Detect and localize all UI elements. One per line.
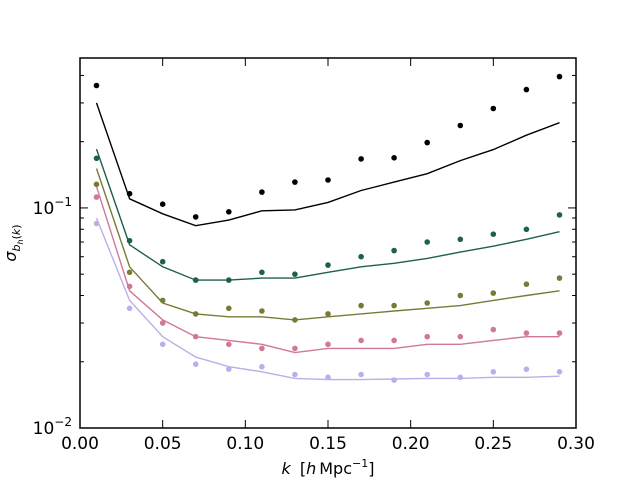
x-axis-label: k [h Mpc−1] <box>282 457 375 478</box>
data-point-lavender <box>391 377 397 383</box>
data-point-dark-green <box>391 247 397 254</box>
data-point-olive <box>259 308 265 314</box>
data-point-pink <box>424 333 431 340</box>
data-point-pink <box>490 326 497 333</box>
x-tick-label: 0.05 <box>144 434 182 454</box>
x-tick-label: 0.25 <box>474 434 512 454</box>
data-point-lavender <box>358 371 364 378</box>
data-point-lavender <box>292 371 298 378</box>
data-point-olive <box>192 311 199 317</box>
data-point-olive <box>556 275 563 281</box>
data-point-lavender <box>523 366 530 373</box>
data-point-dark-green <box>325 262 331 268</box>
data-point-black <box>292 179 298 185</box>
data-point-lavender <box>93 220 100 227</box>
data-point-dark-green <box>226 277 232 283</box>
data-point-black <box>556 73 563 80</box>
data-point-black <box>259 189 265 195</box>
data-point-pink <box>126 283 133 290</box>
data-point-black <box>325 177 331 183</box>
data-point-lavender <box>556 369 563 375</box>
data-point-dark-green <box>93 155 100 162</box>
data-point-dark-green <box>490 231 497 237</box>
data-point-olive <box>226 305 232 312</box>
x-tick-label: 0.30 <box>557 434 595 454</box>
data-point-pink <box>259 345 265 352</box>
y-tick-label: 10−2 <box>33 415 72 439</box>
data-point-pink <box>358 337 364 344</box>
data-point-dark-green <box>126 237 133 244</box>
minor-ticks <box>80 74 576 363</box>
data-point-olive <box>159 297 166 304</box>
data-point-black <box>126 190 133 197</box>
data-point-black <box>391 155 397 161</box>
data-point-pink <box>457 333 464 340</box>
data-point-olive <box>391 302 397 309</box>
x-tick-labels: 0.00 0.05 0.10 0.15 0.20 0.25 0.30 <box>61 434 595 454</box>
data-point-pink <box>325 341 331 348</box>
y-tick-label: 10−1 <box>33 195 72 219</box>
major-ticks <box>79 58 577 429</box>
data-point-black <box>490 105 497 112</box>
data-point-pink <box>556 330 563 336</box>
data-point-dark-green <box>457 236 464 243</box>
data-point-pink <box>93 194 100 200</box>
data-point-lavender <box>192 361 199 368</box>
series-lines <box>95 102 560 381</box>
data-point-pink <box>159 320 166 326</box>
data-point-black <box>192 214 199 220</box>
data-point-lavender <box>457 374 464 381</box>
data-point-olive <box>457 292 464 299</box>
data-point-pink <box>523 330 530 336</box>
data-point-pink <box>226 341 232 348</box>
data-point-dark-green <box>292 271 298 278</box>
data-point-lavender <box>424 371 431 378</box>
data-point-lavender <box>490 369 497 375</box>
data-point-olive <box>126 269 133 276</box>
data-point-pink <box>192 333 199 340</box>
data-point-olive <box>424 300 431 306</box>
data-point-lavender <box>226 366 232 373</box>
data-point-dark-green <box>556 212 563 218</box>
series-points <box>93 73 563 383</box>
data-point-black <box>93 82 100 89</box>
data-point-olive <box>93 181 100 188</box>
x-tick-label: 0.00 <box>61 434 99 454</box>
series-line-olive <box>95 168 560 321</box>
data-point-dark-green <box>192 277 199 283</box>
data-point-lavender <box>259 363 265 370</box>
data-point-black <box>457 122 464 129</box>
data-point-black <box>358 156 364 162</box>
series-line-lavender <box>95 217 560 381</box>
data-point-black <box>159 201 166 207</box>
data-point-dark-green <box>424 239 431 245</box>
series-line-black <box>95 102 560 227</box>
data-point-black <box>226 209 232 215</box>
data-point-pink <box>391 337 397 344</box>
series-line-dark-green <box>95 148 560 281</box>
data-point-lavender <box>159 341 166 348</box>
data-point-dark-green <box>358 253 364 260</box>
data-point-dark-green <box>159 258 166 265</box>
data-point-lavender <box>126 305 133 312</box>
x-tick-label: 0.10 <box>226 434 264 454</box>
x-tick-label: 0.15 <box>309 434 347 454</box>
data-point-dark-green <box>523 226 530 233</box>
y-axis-label: σbh(k) <box>1 224 25 261</box>
y-tick-labels: 10−1 10−2 <box>33 195 72 439</box>
data-point-black <box>424 139 431 146</box>
data-point-olive <box>490 290 497 296</box>
x-tick-label: 0.20 <box>392 434 430 454</box>
data-point-olive <box>523 281 530 288</box>
data-point-lavender <box>325 374 331 381</box>
data-point-olive <box>325 311 331 317</box>
data-point-olive <box>292 317 298 323</box>
data-point-black <box>523 86 530 93</box>
data-point-pink <box>292 345 298 352</box>
data-point-dark-green <box>259 269 265 276</box>
data-point-olive <box>358 302 364 309</box>
plot-frame <box>79 57 577 429</box>
series-line-pink <box>95 186 560 354</box>
